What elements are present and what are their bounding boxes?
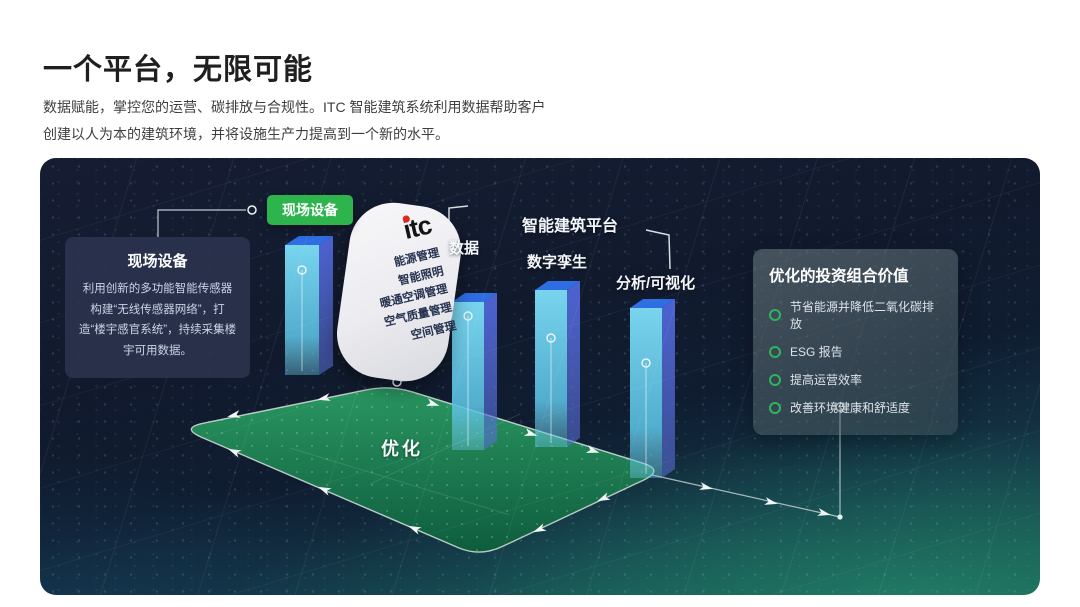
field-devices-card-body: 利用创新的多功能智能传感器构建“无线传感器网络”，打造“楼宇感官系统”，持续采集… [78, 283, 237, 358]
itc-logo: itc [400, 209, 434, 245]
field-devices-card: 现场设备 利用创新的多功能智能传感器构建“无线传感器网络”，打造“楼宇感官系统”… [65, 237, 250, 378]
value-bullet-row: 节省能源并降低二氧化碳排放 [769, 298, 942, 332]
connector-node-icon [247, 205, 257, 215]
value-bullet-text: 提高运营效率 [790, 373, 863, 387]
page-title: 一个平台，无限可能 [43, 54, 314, 86]
value-bullet-text: ESG 报告 [790, 345, 843, 359]
bar-node-icon [463, 311, 473, 321]
bullet-ring-icon [769, 401, 781, 414]
label-optimize: 优化 [381, 439, 423, 459]
bar-analytics [630, 299, 675, 478]
value-bullet-row: 提高运营效率 [769, 371, 942, 388]
portfolio-value-card-title: 优化的投资组合价值 [769, 268, 909, 285]
field-devices-tag: 现场设备 [267, 195, 353, 225]
bar-node-icon [641, 358, 651, 368]
field-devices-card-title: 现场设备 [127, 253, 188, 270]
card-connector-line [157, 209, 246, 237]
bar-digital-twin [535, 281, 580, 447]
label-smart-building-platform: 智能建筑平台 [522, 218, 619, 235]
optimization-platform [190, 387, 655, 553]
portfolio-value-card: 优化的投资组合价值 节省能源并降低二氧化碳排放 ESG 报告 提高运营效率 改善… [753, 249, 958, 435]
bullet-ring-icon [769, 345, 781, 358]
diagram-panel: 现场设备 利用创新的多功能智能传感器构建“无线传感器网络”，打造“楼宇感官系统”… [40, 158, 1040, 595]
value-bullet-text: 改善环境健康和舒适度 [790, 401, 911, 415]
label-digital-twin: 数字孪生 [527, 254, 588, 271]
label-data: 数据 [449, 240, 480, 257]
bar-data [452, 293, 497, 450]
diagram-graphics [157, 205, 845, 553]
bullet-ring-icon [769, 309, 781, 321]
bar-field-devices [285, 236, 333, 375]
label-analytics-visualization: 分析/可视化 [616, 275, 696, 292]
bar-node-icon [546, 333, 556, 343]
value-bullet-row: ESG 报告 [769, 343, 942, 360]
value-bullet-row: 改善环境健康和舒适度 [769, 399, 942, 416]
itc-service-blob: itc 能源管理 智能照明 暖通空调管理 空气质量管理 空间管理 [331, 197, 467, 387]
page-description: 数据赋能，掌控您的运营、碳排放与合规性。ITC 智能建筑系统利用数据帮助客户创建… [43, 99, 546, 143]
itc-service-list: 能源管理 智能照明 暖通空调管理 空气质量管理 空间管理 [370, 244, 458, 350]
bullet-ring-icon [769, 373, 781, 386]
connector-dot-icon [837, 514, 843, 520]
bar-node-icon [297, 265, 307, 275]
value-bullet-text: 节省能源并降低二氧化碳排放 [790, 300, 935, 331]
